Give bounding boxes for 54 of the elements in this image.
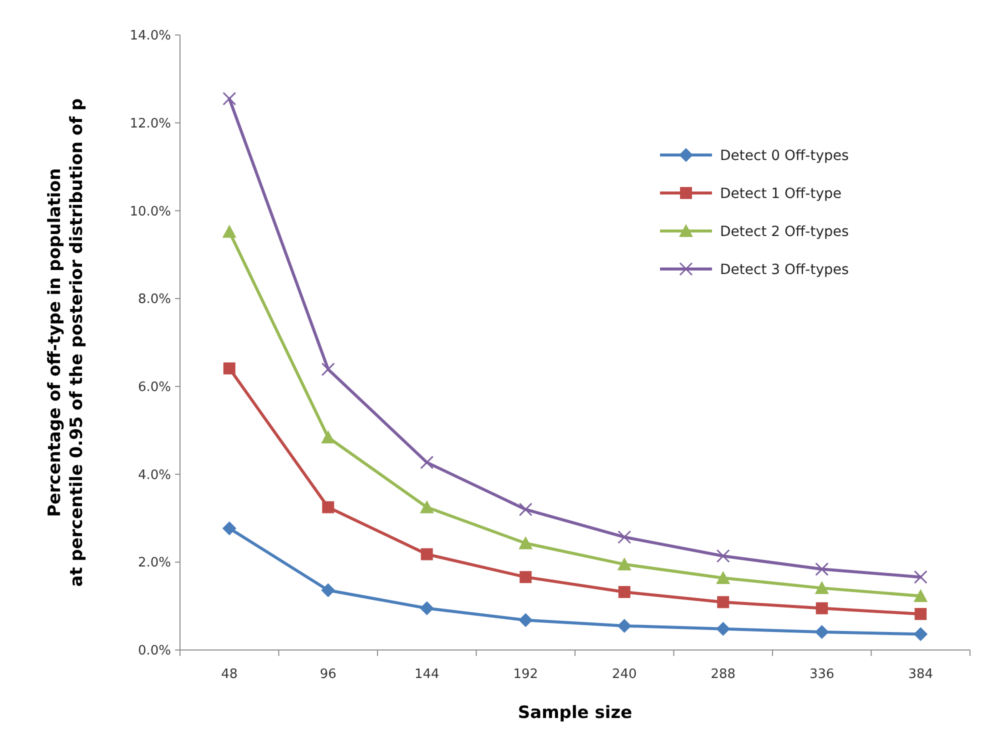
point bbox=[617, 618, 632, 633]
y-tick-label: 0.0% bbox=[138, 644, 171, 659]
point bbox=[322, 501, 334, 514]
point bbox=[914, 608, 927, 620]
y-tick-label: 8.0% bbox=[138, 292, 171, 308]
point bbox=[518, 536, 533, 550]
point bbox=[518, 613, 533, 628]
point bbox=[420, 601, 434, 616]
point bbox=[420, 500, 434, 514]
x-tick-label: 48 bbox=[221, 667, 238, 682]
point bbox=[716, 570, 730, 584]
point bbox=[814, 581, 829, 594]
point bbox=[914, 570, 928, 584]
point bbox=[618, 530, 632, 544]
point bbox=[914, 627, 928, 642]
legend-label: Detect 3 Off-types bbox=[720, 262, 849, 278]
x-tick-label: 288 bbox=[710, 667, 736, 682]
point bbox=[420, 456, 434, 470]
x-tick-label: 384 bbox=[908, 667, 934, 682]
point bbox=[223, 362, 236, 374]
point bbox=[914, 588, 928, 602]
x-tick-label: 240 bbox=[612, 667, 637, 682]
point bbox=[816, 602, 828, 614]
legend-label: Detect 2 Off-types bbox=[720, 224, 849, 240]
y-tick-label: 12.0% bbox=[130, 116, 171, 132]
point bbox=[716, 622, 730, 636]
point bbox=[617, 557, 632, 570]
point bbox=[222, 521, 236, 536]
point bbox=[222, 92, 236, 106]
y-tick-label: 10.0% bbox=[130, 204, 171, 220]
point bbox=[716, 549, 730, 563]
x-tick-label: 336 bbox=[809, 667, 834, 682]
point bbox=[618, 586, 630, 598]
point bbox=[518, 502, 532, 516]
legend-label: Detect 0 Off-types bbox=[720, 148, 849, 164]
y-tick-label: 2.0% bbox=[138, 556, 171, 571]
point bbox=[321, 362, 335, 376]
x-tick-label: 192 bbox=[513, 667, 538, 682]
point bbox=[520, 571, 532, 584]
x-tick-label: 96 bbox=[320, 667, 336, 682]
y-tick-label: 6.0% bbox=[138, 380, 171, 395]
legend-label: Detect 1 Off-type bbox=[720, 186, 842, 202]
y-tick-label: 14.0% bbox=[130, 28, 171, 44]
point bbox=[717, 596, 730, 608]
y-tick-label: 4.0% bbox=[138, 468, 171, 483]
x-axis-title: Sample size bbox=[518, 703, 632, 723]
y-axis-title: Percentage of off-type in population at percentile 0.95 of the posterior distribution of p bbox=[45, 98, 87, 587]
point bbox=[321, 583, 336, 598]
point bbox=[222, 224, 236, 238]
point bbox=[814, 624, 829, 639]
point bbox=[815, 562, 829, 576]
point bbox=[420, 548, 433, 560]
x-tick-label: 144 bbox=[414, 667, 440, 682]
point bbox=[321, 430, 336, 444]
